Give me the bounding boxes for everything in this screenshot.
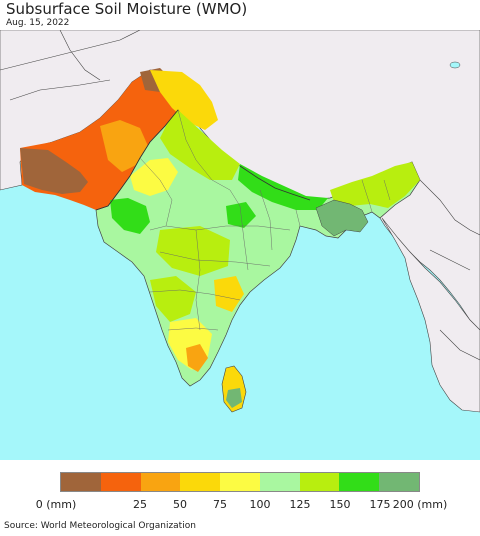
map-date: Aug. 15, 2022: [6, 18, 70, 28]
legend-swatch: [61, 473, 101, 491]
legend-label: 125: [289, 498, 311, 511]
legend-label: 0 (mm): [35, 498, 77, 511]
lake: [449, 61, 461, 69]
region-central-lime: [156, 226, 230, 276]
legend-swatch: [180, 473, 221, 491]
region-deccan-lime: [150, 276, 196, 322]
region-north-green: [160, 110, 240, 180]
land-east: [381, 217, 480, 413]
region-rajasthan-yellow: [130, 158, 178, 196]
region-pak-orange: [100, 120, 148, 172]
legend-swatch: [379, 473, 420, 491]
legend-swatch: [100, 473, 141, 491]
state-borders: [139, 109, 391, 331]
region-gujarat-green: [110, 198, 150, 234]
region-kashmir-yellow: [150, 70, 218, 130]
region-south-orange: [186, 344, 208, 372]
outside-borders: [0, 30, 480, 361]
legend-swatch: [299, 473, 340, 491]
soil-moisture-map: [0, 30, 480, 460]
legend-label: 50: [173, 498, 187, 511]
legend-swatch: [339, 473, 380, 491]
legend-label: 200 (mm): [392, 498, 448, 511]
region-ap-yellow: [214, 276, 244, 312]
country-borders: [95, 109, 311, 211]
map-title: Subsurface Soil Moisture (WMO): [6, 0, 248, 18]
sri-lanka-green: [226, 388, 242, 408]
source-note: Source: World Meteorological Organizatio…: [4, 521, 196, 531]
legend-label: 100: [249, 498, 271, 511]
region-bangladesh: [315, 199, 369, 237]
legend-swatch: [259, 473, 300, 491]
region-west-darkest: [20, 148, 88, 194]
legend-label: 175: [369, 498, 391, 511]
legend-swatch: [140, 473, 181, 491]
legend-label: 150: [329, 498, 351, 511]
legend-label: 25: [133, 498, 147, 511]
region-northeast-green: [330, 162, 420, 208]
legend-label: 75: [213, 498, 227, 511]
legend-labels: 0 (mm) 25 50 75 100 125 150 175 200 (mm): [0, 498, 480, 512]
legend-colorbar: [60, 472, 420, 492]
legend-swatch: [220, 473, 260, 491]
